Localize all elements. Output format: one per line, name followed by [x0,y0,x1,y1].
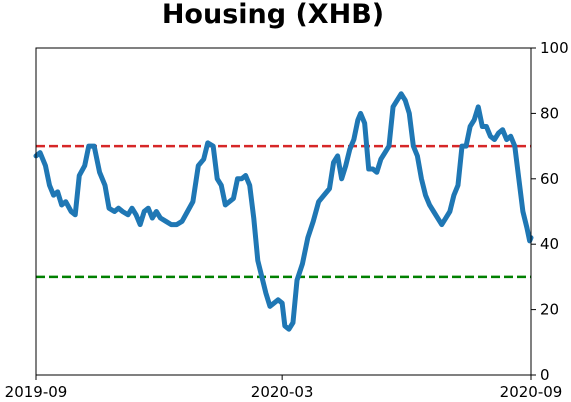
plot-frame [35,47,532,376]
y-tick-label: 20 [540,301,559,319]
x-tick-label: 2019-09 [5,383,68,401]
y-axis: 0 20 40 60 80 100 [531,39,569,384]
y-tick-label: 80 [540,104,559,122]
reference-lines [36,144,531,279]
y-tick-label: 0 [540,366,550,384]
x-axis: 2019-09 2020-03 2020-09 [5,375,563,401]
chart-title: Housing (XHB) [162,0,384,30]
series-line-0 [33,91,534,332]
x-tick-label: 2020-09 [500,383,563,401]
y-tick-label: 40 [540,235,559,253]
y-tick-label: 60 [540,170,559,188]
series-layer [33,91,534,332]
y-tick-label: 100 [540,39,569,57]
x-tick-label: 2020-03 [251,383,314,401]
